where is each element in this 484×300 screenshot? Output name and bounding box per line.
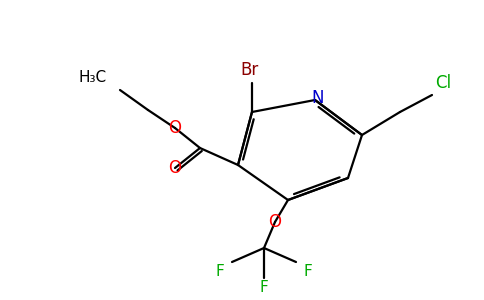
Text: F: F — [259, 280, 268, 296]
Text: Br: Br — [240, 61, 258, 79]
Text: N: N — [312, 89, 324, 107]
Text: O: O — [168, 119, 182, 137]
Text: O: O — [269, 213, 282, 231]
Text: H₃C: H₃C — [79, 70, 107, 86]
Text: Cl: Cl — [435, 74, 451, 92]
Text: O: O — [168, 159, 182, 177]
Text: F: F — [303, 265, 312, 280]
Text: F: F — [216, 265, 225, 280]
